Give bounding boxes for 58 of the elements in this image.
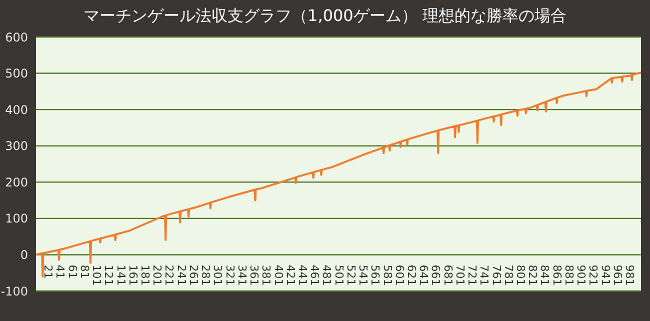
x-tick-label: 641 xyxy=(417,264,430,286)
x-tick-label: 481 xyxy=(320,264,334,286)
x-tick-label: 41 xyxy=(54,264,67,279)
x-tick-label: 701 xyxy=(453,264,466,286)
x-tick-label: 261 xyxy=(186,264,200,286)
x-tick-label: 561 xyxy=(368,264,382,286)
x-tick-label: 181 xyxy=(138,264,152,286)
x-tick-label: 661 xyxy=(429,264,442,286)
x-tick-label: 861 xyxy=(550,264,564,286)
x-tick-label: 341 xyxy=(235,264,248,286)
x-tick-label: 201 xyxy=(150,264,164,286)
x-tick-label: 501 xyxy=(332,264,346,286)
x-tick-label: 741 xyxy=(478,264,491,286)
x-tick-label: 241 xyxy=(174,264,188,286)
x-tick-label: 601 xyxy=(392,264,406,286)
x-tick-label: 401 xyxy=(272,264,285,286)
x-tick-label: 681 xyxy=(441,264,454,286)
x-tick-label: 721 xyxy=(466,264,479,286)
x-tick-label: 221 xyxy=(162,264,176,286)
x-tick-label: 421 xyxy=(284,264,297,286)
y-tick-label: 200 xyxy=(5,175,28,190)
x-tick-label: 781 xyxy=(502,264,515,286)
x-tick-label: 361 xyxy=(248,264,261,286)
y-tick-label: -100 xyxy=(0,284,28,298)
x-tick-label: 581 xyxy=(380,264,394,286)
x-tick-label: 281 xyxy=(199,264,212,286)
y-tick-label: 600 xyxy=(5,30,28,44)
chart-title: マーチンゲール法収支グラフ（1,000ゲーム） 理想的な勝率の場合 xyxy=(82,6,568,27)
x-tick-label: 541 xyxy=(356,264,370,286)
x-tick-label: 441 xyxy=(296,264,309,286)
y-tick-label: 100 xyxy=(5,212,28,226)
x-tick-label: 461 xyxy=(308,264,322,286)
x-tick-label: 101 xyxy=(90,264,104,286)
x-tick-label: 521 xyxy=(344,264,358,286)
x-tick-label: 961 xyxy=(610,264,624,286)
y-tick-label: 300 xyxy=(5,139,28,154)
x-tick-label: 321 xyxy=(223,264,236,286)
x-tick-label: 881 xyxy=(562,264,576,286)
x-tick-label: 941 xyxy=(598,264,612,286)
x-tick-label: 301 xyxy=(211,264,224,286)
x-tick-label: 981 xyxy=(622,264,636,286)
x-tick-label: 821 xyxy=(526,264,540,286)
x-tick-label: 801 xyxy=(514,264,527,286)
x-tick-label: 61 xyxy=(66,264,79,279)
x-tick-label: 381 xyxy=(260,264,273,286)
x-tick-label: 161 xyxy=(126,264,140,286)
x-tick-label: 621 xyxy=(404,264,418,286)
x-tick-label: 841 xyxy=(538,264,552,286)
x-tick-label: 121 xyxy=(102,264,116,286)
y-tick-label: 400 xyxy=(5,102,28,117)
y-tick-label: 500 xyxy=(5,66,28,81)
x-tick-label: 141 xyxy=(114,264,128,286)
y-tick-label: 0 xyxy=(20,248,28,262)
x-tick-label: 901 xyxy=(574,264,588,286)
x-tick-label: 761 xyxy=(490,264,503,286)
x-tick-label: 21 xyxy=(42,264,55,279)
x-tick-label: 81 xyxy=(78,264,91,279)
x-tick-label: 921 xyxy=(586,264,600,286)
